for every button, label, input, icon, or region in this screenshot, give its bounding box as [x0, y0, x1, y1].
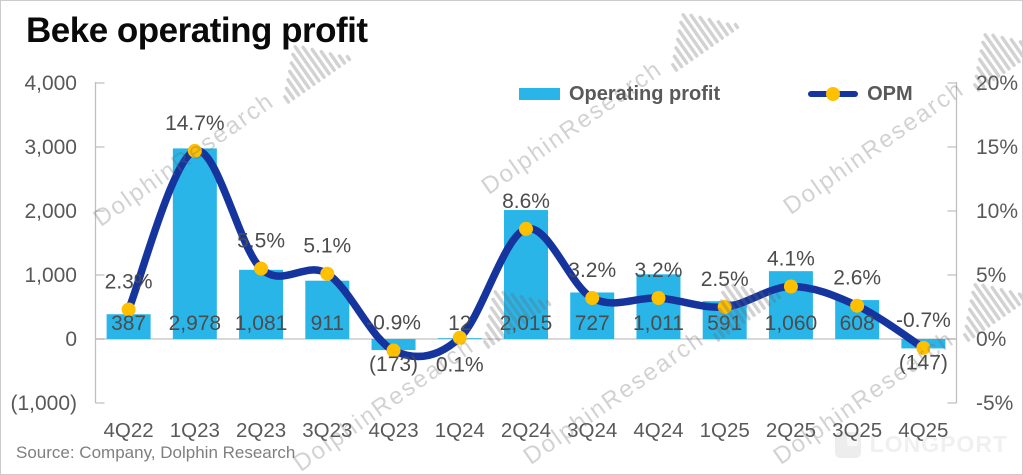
opm-label-4Q23: -0.9% — [366, 312, 421, 335]
opm-line — [124, 147, 928, 361]
bar-label-4Q25: (147) — [899, 351, 948, 374]
right-axis-tick-label: -5% — [976, 392, 1013, 415]
opm-marker-4Q24 — [651, 291, 666, 306]
opm-label-4Q24: 3.2% — [635, 259, 683, 282]
opm-label-2Q24: 8.6% — [502, 190, 550, 213]
x-label-4Q22: 4Q22 — [104, 419, 154, 442]
opm-label-1Q25: 2.5% — [701, 268, 749, 291]
x-label-1Q24: 1Q24 — [435, 419, 485, 442]
opm-label-1Q23: 14.7% — [165, 112, 225, 135]
left-axis-tick-label: 4,000 — [24, 72, 77, 95]
right-axis-tick-label: 10% — [976, 200, 1018, 223]
opm-marker-2Q25 — [783, 279, 798, 294]
bar-label-3Q25: 608 — [840, 312, 875, 335]
bar-label-1Q25: 591 — [707, 312, 742, 335]
legend-bar-label: Operating profit — [569, 82, 721, 105]
left-axis-tick-label: 2,000 — [24, 200, 77, 223]
bar-label-3Q24: 727 — [575, 312, 610, 335]
x-label-1Q25: 1Q25 — [700, 419, 750, 442]
left-axis-tick-label: 1,000 — [24, 264, 77, 287]
left-axis-tick-label: 3,000 — [24, 136, 77, 159]
longport-logo-icon — [834, 431, 861, 458]
opm-marker-1Q25 — [717, 300, 732, 314]
opm-marker-1Q23 — [187, 143, 202, 158]
opm-marker-4Q22 — [121, 302, 136, 317]
opm-marker-3Q23 — [320, 266, 335, 281]
opm-marker-2Q24 — [519, 221, 533, 236]
right-axis-tick-label: 5% — [976, 264, 1006, 287]
x-label-4Q24: 4Q24 — [633, 419, 683, 442]
right-axis-tick-label: 20% — [976, 72, 1018, 95]
opm-label-2Q25: 4.1% — [767, 248, 815, 271]
left-axis — [94, 82, 105, 404]
opm-marker-2Q23 — [254, 261, 269, 276]
bar-2Q23 — [239, 269, 284, 339]
x-label-2Q23: 2Q23 — [236, 419, 286, 442]
opm-marker-3Q25 — [850, 298, 865, 313]
x-label-1Q23: 1Q23 — [170, 419, 220, 442]
brand-mark: LONGPORT — [834, 431, 1008, 458]
x-label-3Q24: 3Q24 — [567, 419, 617, 442]
bar-label-2Q23: 1,081 — [235, 312, 288, 335]
opm-label-1Q24: 0.1% — [436, 354, 484, 377]
legend: Operating profit OPM — [519, 81, 913, 107]
opm-label-3Q25: 2.6% — [833, 267, 881, 290]
legend-line-swatch-icon — [808, 87, 859, 101]
left-axis-tick-label: (1,000) — [10, 392, 77, 415]
source-note: Source: Company, Dolphin Research — [16, 443, 296, 462]
bar-label-2Q24: 2,015 — [500, 312, 553, 335]
x-label-3Q25: 3Q25 — [832, 419, 882, 442]
opm-marker-1Q24 — [452, 330, 467, 345]
opm-label-2Q23: 5.5% — [237, 230, 285, 253]
right-axis-tick-label: 15% — [976, 136, 1018, 159]
bar-label-4Q23: (173) — [369, 353, 418, 376]
x-label-3Q23: 3Q23 — [302, 419, 352, 442]
legend-line-label: OPM — [867, 82, 913, 105]
bar-label-1Q24: 12 — [448, 312, 471, 335]
right-axis-tick-label: 0% — [976, 328, 1006, 351]
x-label-4Q25: 4Q25 — [898, 419, 948, 442]
left-axis-tick-label: 0 — [65, 328, 77, 351]
brand-text: LONGPORT — [869, 431, 1008, 457]
opm-label-3Q24: 3.2% — [568, 259, 616, 282]
bar-label-1Q23: 2,978 — [169, 312, 222, 335]
bar-1Q23 — [172, 148, 217, 339]
x-label-2Q25: 2Q25 — [766, 419, 816, 442]
bar-4Q22 — [106, 314, 151, 339]
bar-label-2Q25: 1,060 — [765, 312, 818, 335]
legend-marker-icon — [826, 87, 841, 101]
bar-label-3Q23: 911 — [311, 312, 344, 335]
bar-4Q24 — [636, 274, 681, 339]
page-title: Beke operating profit — [26, 11, 368, 50]
opm-label-4Q22: 2.3% — [105, 271, 153, 294]
opm-marker-4Q25 — [916, 340, 931, 355]
opm-label-4Q25: -0.7% — [896, 309, 951, 332]
opm-marker-3Q24 — [585, 291, 600, 306]
bar-label-4Q24: 1,011 — [633, 312, 684, 335]
opm-marker-4Q23 — [386, 343, 401, 358]
opm-label-3Q23: 5.1% — [303, 235, 351, 258]
right-axis — [947, 82, 958, 404]
x-label-4Q23: 4Q23 — [368, 419, 418, 442]
legend-bar-swatch-icon — [519, 88, 560, 100]
bar-label-4Q22: 387 — [111, 312, 146, 335]
x-label-2Q24: 2Q24 — [501, 419, 551, 442]
